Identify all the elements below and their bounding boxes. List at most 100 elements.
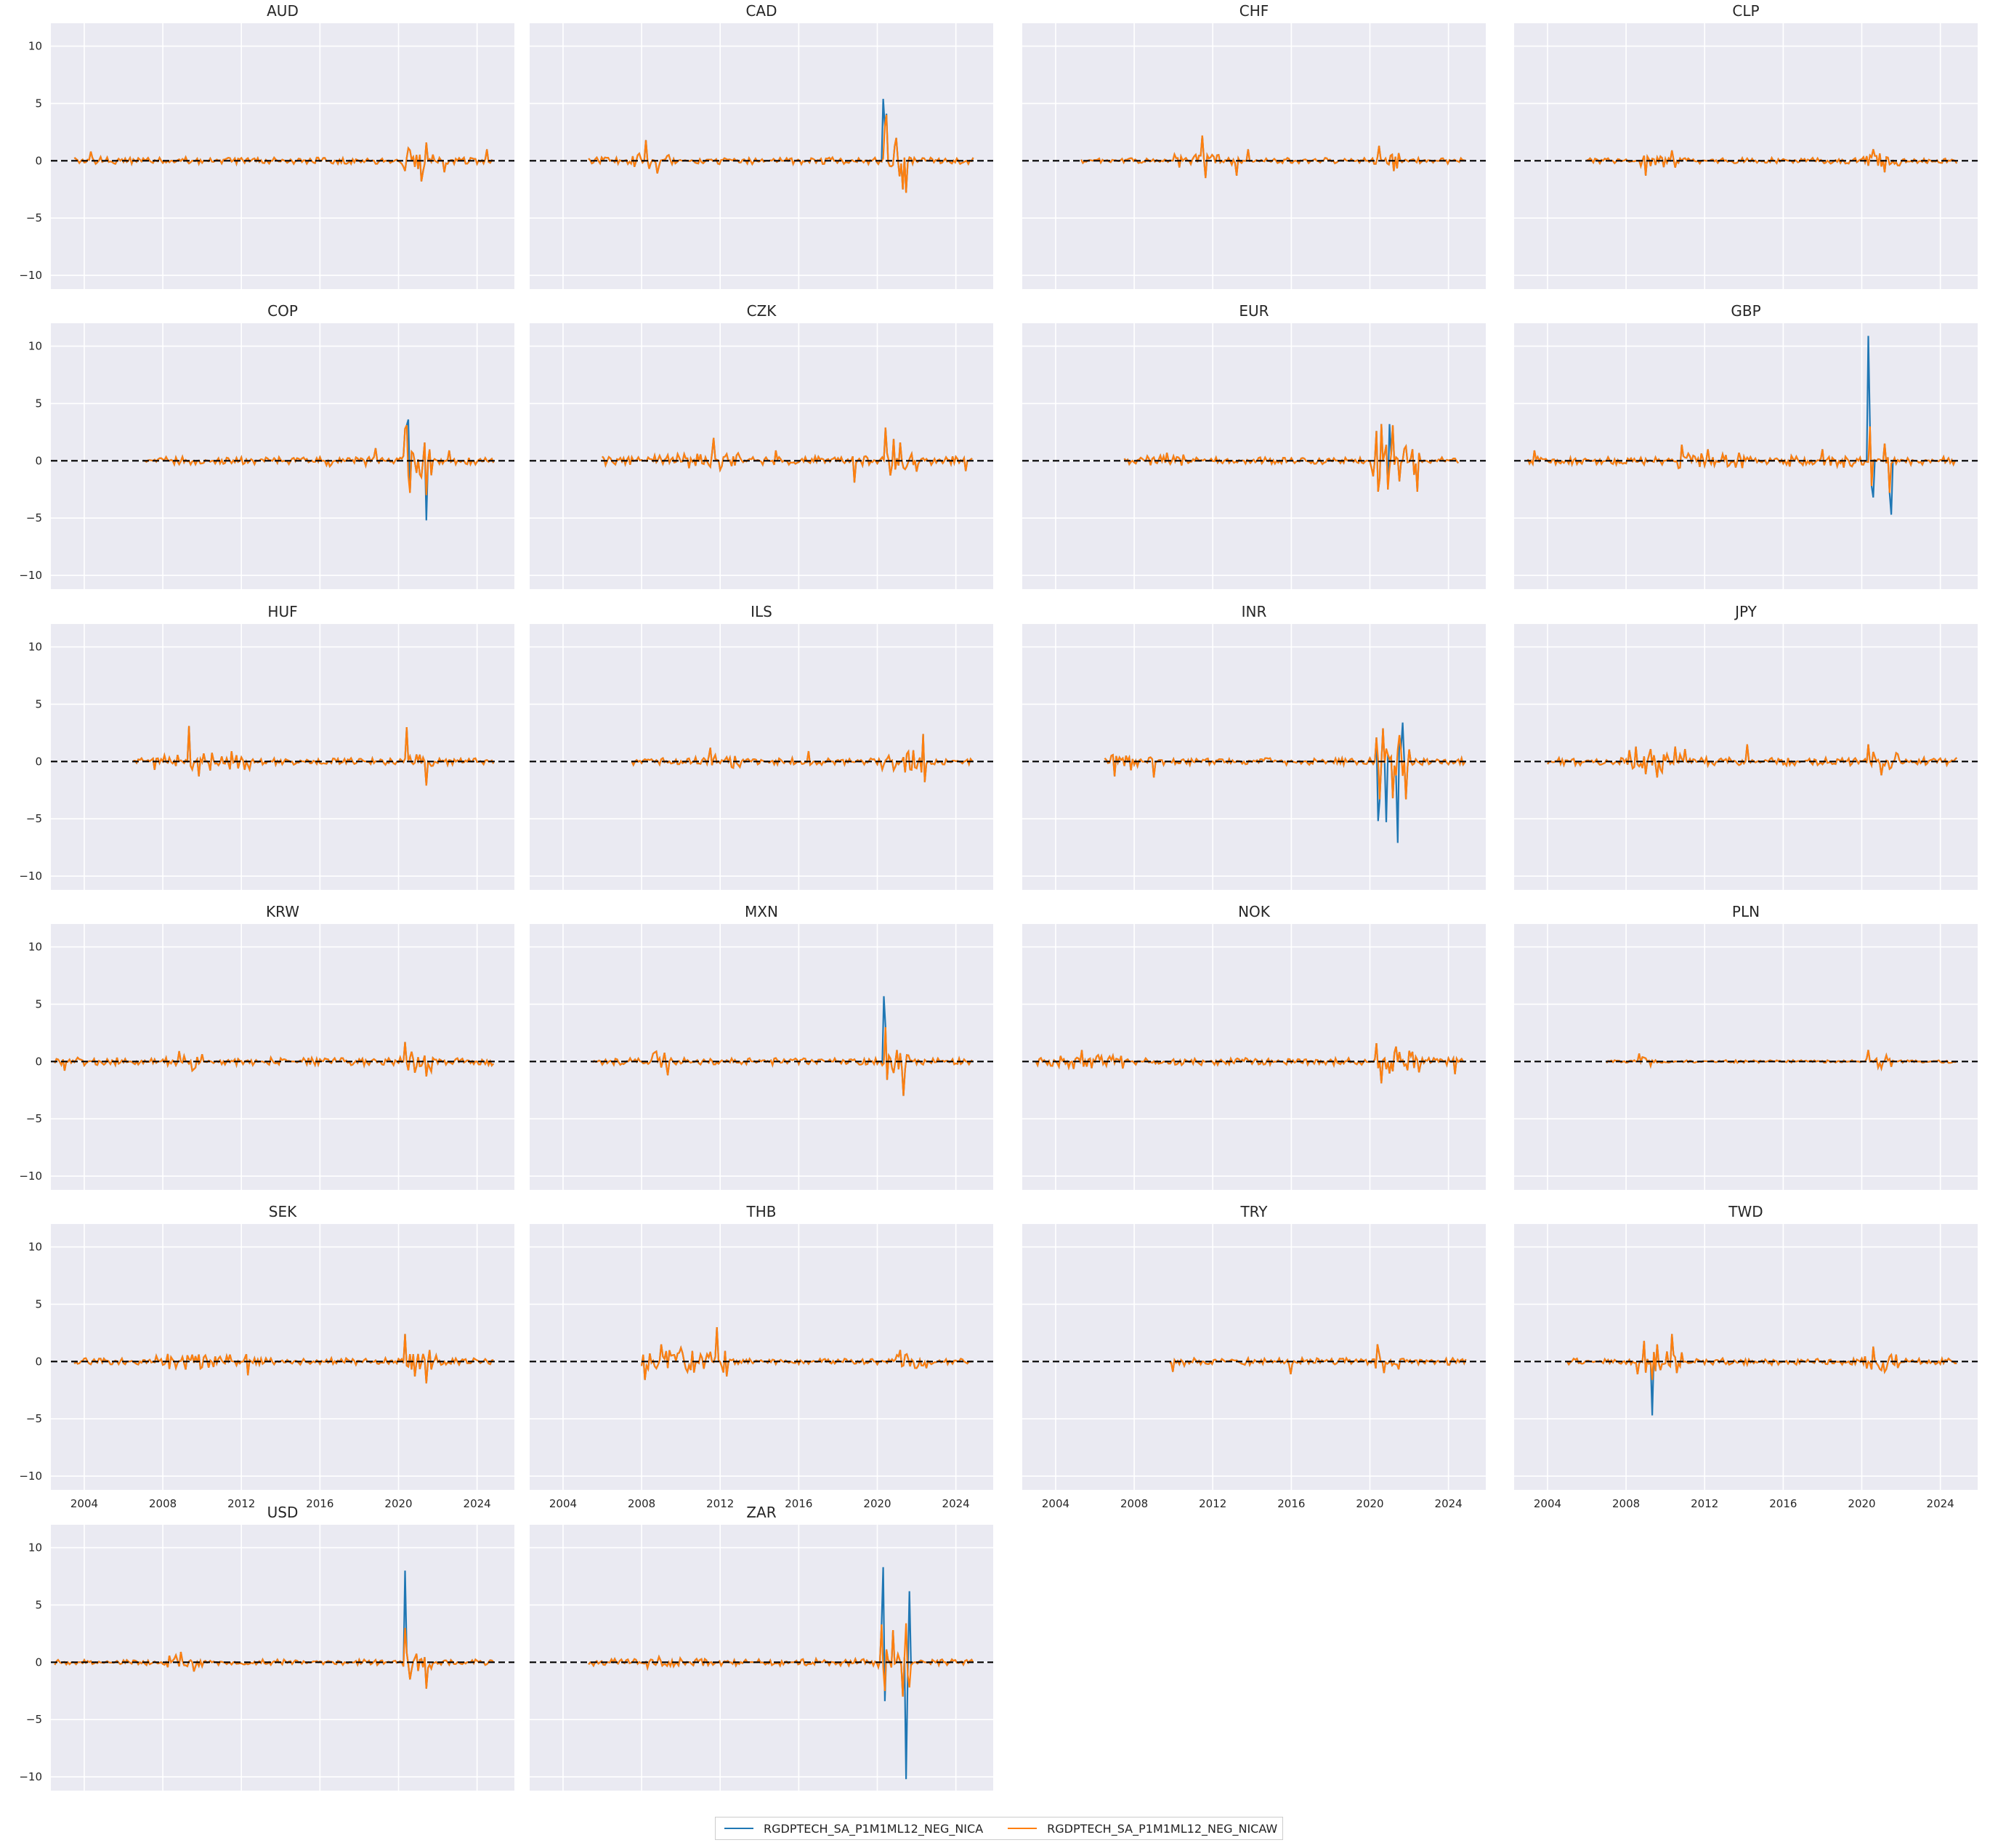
- panel-title: THB: [746, 1203, 777, 1220]
- x-tick-label: 2004: [1042, 1497, 1069, 1510]
- panel-try: TRY 2004 2008 2012 2016 2020 2024: [1022, 1203, 1486, 1510]
- panel-series: [142, 419, 495, 521]
- y-tick-label: 10: [28, 1241, 42, 1254]
- x-tick-label: 2016: [306, 1497, 333, 1510]
- y-tick-label: 10: [28, 941, 42, 954]
- panel-title: CLP: [1732, 2, 1759, 20]
- x-tick-label: 2004: [70, 1497, 98, 1510]
- series-line-nicaw: [54, 1627, 495, 1689]
- x-tick-label: 2004: [1534, 1497, 1561, 1510]
- panel-background: [51, 924, 514, 1190]
- panel-background: [530, 624, 993, 890]
- panel-background: [1514, 1224, 1978, 1490]
- y-tick-label: 5: [35, 1598, 42, 1611]
- y-tick-label: −10: [19, 870, 42, 883]
- y-tick-label: −5: [26, 211, 42, 224]
- panel-title: ZAR: [746, 1504, 776, 1521]
- panel-title: EUR: [1239, 302, 1269, 320]
- panel-title: USD: [267, 1504, 299, 1521]
- panel-mxn: MXN: [530, 903, 993, 1190]
- panel-chf: CHF: [1022, 2, 1486, 289]
- legend-label-nica: RGDPTECH_SA_P1M1ML12_NEG_NICA: [764, 1821, 984, 1836]
- panel-title: CHF: [1239, 2, 1269, 20]
- panel-title: HUF: [267, 603, 297, 620]
- panel-title: CZK: [747, 302, 777, 320]
- y-tick-label: −10: [19, 1770, 42, 1783]
- legend-swatch-nicaw: [1008, 1828, 1038, 1829]
- panel-background: [530, 924, 993, 1190]
- x-tick-label: 2020: [1356, 1497, 1383, 1510]
- panel-series: [73, 1334, 494, 1384]
- panel-sek: SEK −10 −5 0 5 10 2004 2008 2012 2016 2020 2024: [19, 1203, 514, 1510]
- panel-background: [51, 323, 514, 589]
- series-line-nicaw: [133, 726, 495, 786]
- series-line-nicaw: [591, 1026, 973, 1096]
- legend-swatch-nica: [724, 1828, 753, 1829]
- y-tick-label: 5: [35, 997, 42, 1010]
- y-tick-label: −5: [26, 1713, 42, 1726]
- panel-background: [1022, 323, 1486, 589]
- x-tick-label: 2008: [1120, 1497, 1148, 1510]
- x-tick-label: 2012: [1691, 1497, 1718, 1510]
- x-tick-label: 2008: [1612, 1497, 1640, 1510]
- y-tick-label: −10: [19, 569, 42, 582]
- y-tick-label: 0: [35, 1655, 42, 1669]
- series-line-nicaw: [142, 424, 495, 495]
- x-tick-label: 2012: [227, 1497, 255, 1510]
- panel-huf: HUF −10 −5 0 5 10: [19, 603, 514, 890]
- panel-series: [54, 1571, 495, 1689]
- y-tick-label: −10: [19, 1470, 42, 1483]
- x-tick-label: 2024: [464, 1497, 491, 1510]
- panel-background: [1022, 624, 1486, 890]
- panel-krw: KRW −10 −5 0 5 10: [19, 903, 514, 1190]
- panel-jpy: JPY: [1514, 603, 1978, 890]
- y-tick-label: 5: [35, 697, 42, 710]
- y-tick-label: 0: [35, 1355, 42, 1368]
- x-tick-label: 2016: [1769, 1497, 1797, 1510]
- panel-title: MXN: [745, 903, 778, 920]
- x-tick-label: 2020: [384, 1497, 412, 1510]
- panel-title: COP: [267, 302, 298, 320]
- y-tick-label: −10: [19, 1170, 42, 1183]
- series-line-nicaw: [1104, 728, 1466, 800]
- panel-background: [51, 1525, 514, 1791]
- panel-title: PLN: [1732, 903, 1760, 920]
- panel-title: SEK: [269, 1203, 297, 1220]
- panel-background: [530, 1224, 993, 1490]
- panel-background: [1514, 323, 1978, 589]
- series-line-nicaw: [631, 734, 974, 782]
- legend-entry-nicaw: RGDPTECH_SA_P1M1ML12_NEG_NICAW: [1008, 1822, 1277, 1836]
- panel-background: [51, 1224, 514, 1490]
- x-tick-label: 2016: [785, 1497, 812, 1510]
- y-tick-label: 5: [35, 97, 42, 110]
- series-line-nicaw: [1547, 744, 1957, 778]
- panel-series: [133, 726, 495, 786]
- x-tick-label: 2024: [942, 1497, 970, 1510]
- panel-title: NOK: [1238, 903, 1271, 920]
- y-tick-label: −10: [19, 269, 42, 282]
- y-tick-label: 10: [28, 40, 42, 53]
- y-tick-label: −5: [26, 1412, 42, 1425]
- panel-series: [1547, 744, 1957, 778]
- series-line-nicaw: [1586, 149, 1958, 176]
- legend-label-nicaw: RGDPTECH_SA_P1M1ML12_NEG_NICAW: [1047, 1821, 1278, 1836]
- panel-title: TRY: [1239, 1203, 1268, 1220]
- panel-background: [530, 23, 993, 289]
- panel-series: [1586, 149, 1958, 176]
- series-line-nicaw: [1566, 1334, 1957, 1380]
- y-tick-label: 5: [35, 1297, 42, 1310]
- panel-title: GBP: [1731, 302, 1760, 320]
- panel-eur: EUR: [1022, 302, 1486, 589]
- x-tick-label: 2016: [1277, 1497, 1305, 1510]
- panel-cop: COP −10 −5 0 5 10: [19, 302, 514, 589]
- panel-inr: INR: [1022, 603, 1486, 890]
- series-line-nicaw: [73, 1334, 494, 1384]
- panel-series: [1104, 722, 1466, 843]
- panel-series: [588, 1567, 974, 1780]
- panel-background: [51, 23, 514, 289]
- x-tick-label: 2012: [1199, 1497, 1226, 1510]
- legend-entry-nica: RGDPTECH_SA_P1M1ML12_NEG_NICA: [724, 1822, 983, 1836]
- y-tick-label: −5: [26, 511, 42, 524]
